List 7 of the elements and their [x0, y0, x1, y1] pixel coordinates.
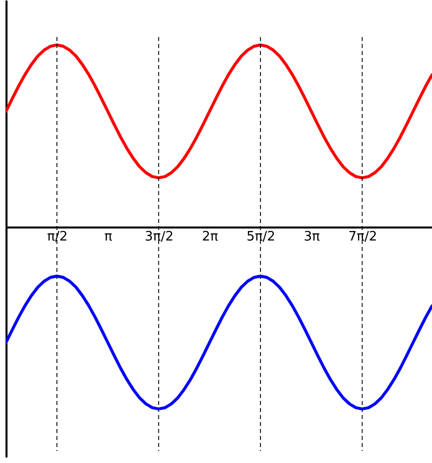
x-tick-label: π/2	[47, 229, 68, 244]
x-tick-label: 5π/2	[246, 229, 276, 244]
x-tick-label: π	[104, 229, 112, 244]
x-tick-label: 3π	[304, 229, 320, 244]
x-tick-label: 2π	[202, 229, 218, 244]
x-tick-label: 7π/2	[348, 229, 378, 244]
x-tick-label: 3π/2	[144, 229, 174, 244]
